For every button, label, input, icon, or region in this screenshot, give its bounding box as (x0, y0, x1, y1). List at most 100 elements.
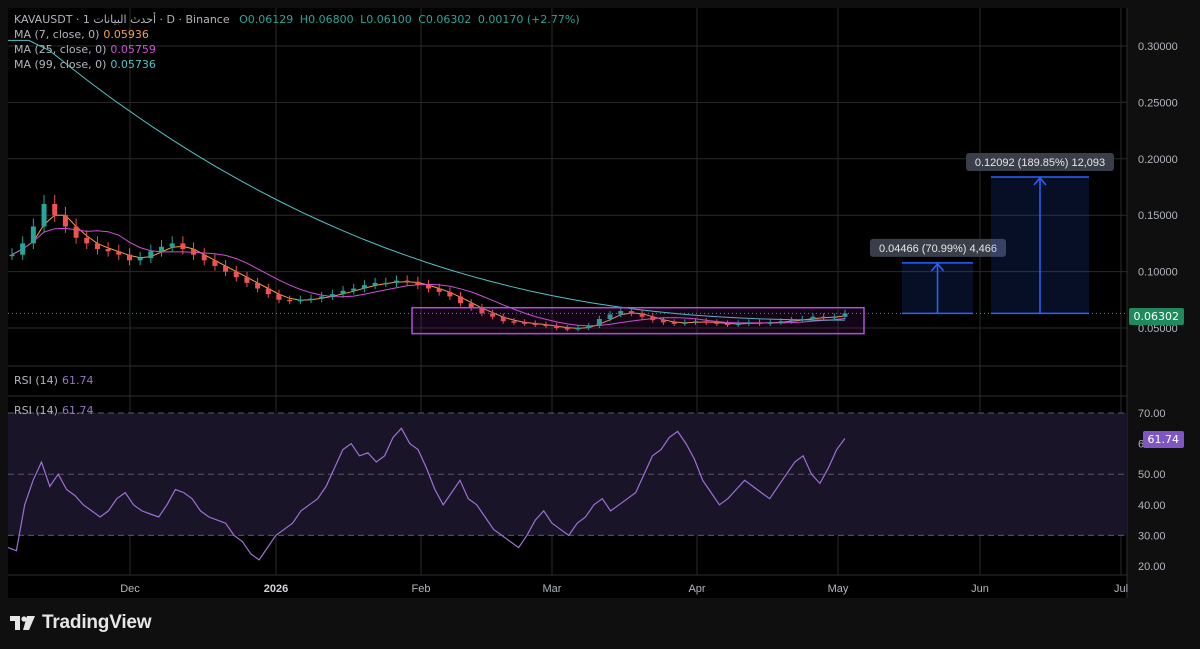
time-tick-label: Apr (688, 583, 705, 595)
time-tick-label: Jul (1114, 583, 1128, 595)
candle-body (500, 316, 506, 322)
price-tick-label: 0.20000 (1138, 154, 1178, 166)
candle-body (757, 322, 763, 324)
candle-body (831, 316, 837, 319)
candle-body (415, 281, 421, 286)
candle-body (586, 325, 592, 328)
chart-legend: KAVAUSDT · 1 أحدث البيانات · D · Binance… (14, 12, 580, 72)
candle-body (842, 313, 848, 317)
candle-body (725, 323, 731, 325)
rsi-plot (7, 412, 1127, 561)
ma25-legend[interactable]: MA (25, close, 0) 0.05759 (14, 42, 580, 57)
candle-body (703, 321, 709, 323)
time-tick-label: Jun (971, 583, 989, 595)
price-tick-label: 0.15000 (1138, 210, 1178, 222)
candle-body (671, 322, 677, 324)
target1-label: 0.04466 (70.99%) 4,466 (879, 243, 997, 255)
ma7-legend[interactable]: MA (7, close, 0) 0.05936 (14, 27, 580, 42)
candle-body (778, 321, 784, 323)
candle-body (404, 280, 410, 283)
ma7-label: MA (7, close, 0) (14, 28, 100, 41)
candle-body (319, 296, 325, 299)
candle-body (767, 322, 773, 324)
footer-brand[interactable]: TradingView (10, 612, 152, 634)
candle-body (287, 299, 293, 302)
rsi-tick-label: 70.00 (1138, 408, 1166, 420)
price-tick-label: 0.30000 (1138, 41, 1178, 53)
rsi-pane-title[interactable]: RSI (14) 61.74 (14, 374, 93, 387)
ma7-value: 0.05936 (103, 28, 149, 41)
candle-body (255, 282, 261, 289)
ma99-label: MA (99, close, 0) (14, 58, 107, 71)
candle-body (116, 251, 122, 255)
rsi-tick-label: 40.00 (1138, 500, 1166, 512)
candle-body (9, 254, 15, 257)
ma99-line (8, 39, 845, 321)
target1-label-bg (870, 238, 1006, 257)
current-price-tag: 0.06302 (1128, 308, 1184, 325)
candle-body (393, 280, 399, 283)
time-tick-label: May (828, 583, 849, 595)
rsi-tick-label: 20.00 (1138, 561, 1166, 573)
candle-body (575, 328, 581, 330)
candle-body (126, 254, 132, 261)
price-tick-label: 0.05000 (1138, 323, 1178, 335)
rsi-tick-label: 30.00 (1138, 530, 1166, 542)
candle-body (447, 291, 453, 297)
candle-body (554, 325, 560, 328)
candle-body (714, 322, 720, 324)
candle-body (169, 243, 175, 247)
candle-body (361, 285, 367, 289)
candle-body (746, 322, 752, 324)
target-arrow-head (930, 262, 945, 272)
candle-body (351, 288, 357, 291)
candle-body (233, 271, 239, 278)
tradingview-logo-icon (10, 616, 35, 630)
target2-label-bg (966, 152, 1114, 171)
symbol-title-prefix[interactable]: KAVAUSDT · 1 (14, 13, 90, 26)
candle-body (52, 203, 58, 216)
close-value: C0.06302 (418, 13, 472, 26)
candle-body (511, 321, 517, 323)
ma25-label: MA (25, close, 0) (14, 43, 107, 56)
candle-body (543, 324, 549, 327)
time-axis: Dec 2026 Feb Mar Apr May Jun Jul (120, 583, 1128, 595)
rsi-tick-label: 50.00 (1138, 469, 1166, 481)
candle-body (799, 318, 805, 321)
rsi-value: 61.74 (61, 374, 94, 387)
rsi-legend-label: RSI (14) (14, 404, 58, 417)
candle-body (383, 282, 389, 285)
candle-body (628, 311, 634, 314)
candle-body (458, 296, 464, 304)
time-tick-label: 2026 (264, 583, 288, 595)
candle-body (468, 303, 474, 308)
candle-body (490, 313, 496, 317)
candle-body (137, 258, 143, 261)
low-value: L0.06100 (360, 13, 412, 26)
target-arrow-head (1033, 176, 1047, 186)
candle-body (191, 249, 197, 255)
candle-body (660, 320, 666, 323)
symbol-title-suffix: أحدث البيانات · D · Binance (93, 13, 230, 26)
candle-body (532, 323, 538, 325)
candle-body (821, 316, 827, 319)
high-value: H0.06800 (299, 13, 354, 26)
drawings[interactable]: 0.04466 (70.99%) 4,466 0.12092 (189.85%) … (8, 152, 1127, 335)
ma25-value: 0.05759 (110, 43, 156, 56)
rsi-legend[interactable]: RSI (14) 61.74 (14, 404, 93, 417)
candle-body (20, 243, 26, 255)
candle-body (180, 243, 186, 250)
candle-body (30, 226, 36, 244)
tradingview-brand: TradingView (42, 612, 152, 633)
candle-body (223, 265, 229, 272)
current-rsi-tag: 61.74 (1142, 431, 1184, 448)
ohlc-values: O0.06129 H0.06800 L0.06100 C0.06302 0.00… (233, 13, 580, 26)
target2-label: 0.12092 (189.85%) 12,093 (975, 157, 1105, 169)
candle-body (692, 321, 698, 323)
symbol-header: KAVAUSDT · 1 أحدث البيانات · D · Binance… (14, 12, 580, 27)
open-value: O0.06129 (239, 13, 294, 26)
ma99-legend[interactable]: MA (99, close, 0) 0.05736 (14, 57, 580, 72)
candle-body (148, 251, 154, 259)
candle-body (105, 249, 111, 252)
